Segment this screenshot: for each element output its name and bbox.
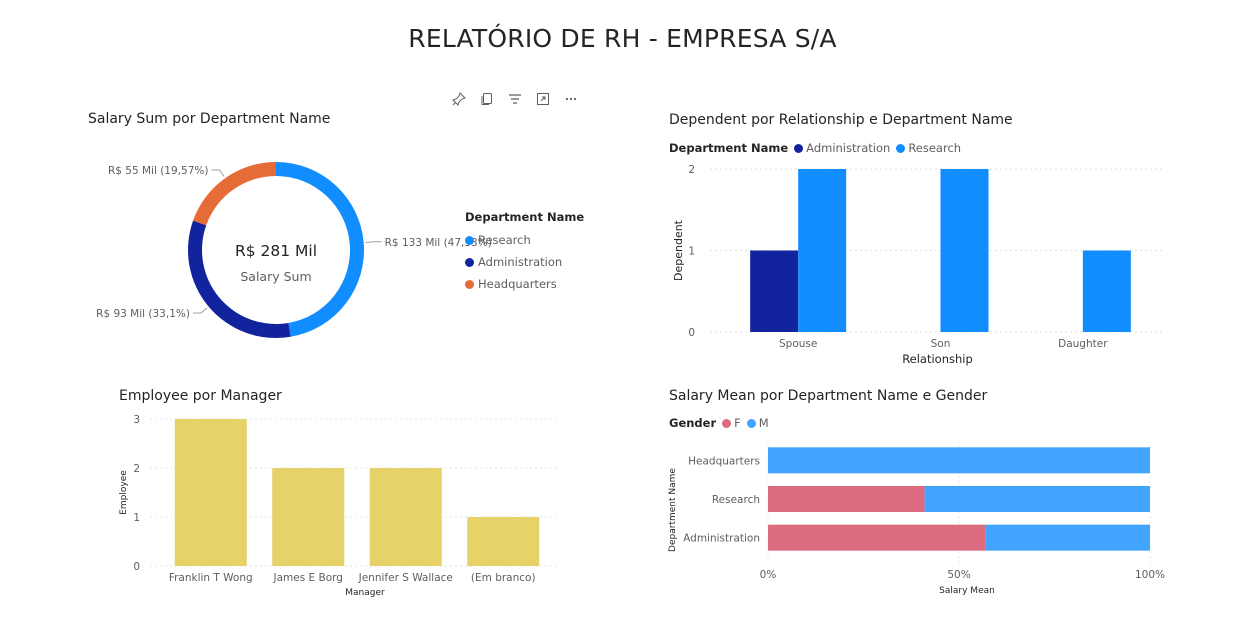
y-tick-label: 2 (688, 164, 695, 176)
focus-mode-icon[interactable] (534, 90, 552, 108)
visual-toolbar (450, 90, 580, 108)
slice-headquarters (193, 162, 276, 226)
legend-item-headquarters[interactable]: Headquarters (465, 273, 584, 295)
x-tick-label: Franklin T Wong (169, 572, 253, 584)
pin-icon[interactable] (450, 90, 468, 108)
y-tick-label: Research (712, 494, 760, 506)
legend-item-research[interactable]: Research (465, 229, 584, 251)
y-tick-label: 0 (688, 327, 695, 339)
bar-f-research (768, 486, 925, 512)
x-tick-label: Jennifer S Wallace (358, 572, 453, 584)
y-tick-label: 0 (133, 561, 140, 573)
y-axis-title: Department Name (668, 468, 678, 552)
more-options-icon[interactable] (562, 90, 580, 108)
y-tick-label: 1 (133, 512, 140, 524)
dependent-chart-title: Dependent por Relationship e Department … (669, 112, 1013, 128)
donut-center-value: R$ 281 Mil (235, 242, 317, 260)
legend-dot (746, 418, 756, 428)
filter-icon[interactable] (506, 90, 524, 108)
legend-item-m[interactable]: M (746, 416, 769, 430)
legend-dot (465, 257, 474, 267)
report-title: RELATÓRIO DE RH - EMPRESA S/A (408, 24, 837, 53)
y-tick-label: 3 (133, 414, 140, 426)
x-axis-title: Relationship (902, 352, 973, 366)
legend-item-administration[interactable]: Administration (794, 141, 890, 155)
bar-administration-spouse (750, 250, 799, 332)
salary-donut-chart: R$ 133 Mil (47,33%)R$ 93 Mil (33,1%)R$ 5… (96, 162, 492, 338)
donut-legend-title: Department Name (465, 210, 585, 224)
bar-james-e-borg (272, 468, 345, 566)
dependent-legend-title: Department Name (669, 141, 789, 155)
legend-item-f[interactable]: F (722, 416, 741, 430)
leader-line (192, 307, 208, 314)
y-tick-label: Administration (683, 533, 760, 545)
bar-jennifer-s-wallace (369, 468, 442, 566)
x-tick-label: Son (931, 338, 951, 350)
leader-line (211, 169, 225, 177)
data-label-headquarters: R$ 55 Mil (19,57%) (108, 165, 208, 177)
bar-franklin-t-wong (174, 419, 247, 566)
x-tick-label: (Em branco) (471, 572, 536, 584)
employee-bar-chart: 0 1 2 3 Franklin T Wong James E Borg Jennifer … (119, 414, 560, 598)
salary-mean-bar-chart: 0% 50% 100% Headquarters Research Administrat… (668, 441, 1165, 596)
bar-m-research (924, 486, 1150, 512)
x-tick-label: 100% (1135, 569, 1165, 581)
donut-center-label: Salary Sum (240, 269, 311, 284)
y-tick-label: 1 (688, 246, 695, 258)
x-axis-title: Salary Mean (939, 586, 995, 596)
dependent-legend: Department Name Administration Research (669, 141, 967, 155)
salary-mean-chart-title: Salary Mean por Department Name e Gender (669, 388, 988, 404)
bar-m-administration (985, 524, 1150, 551)
bar-f-administration (768, 524, 986, 551)
leader-line (365, 241, 382, 243)
bar-research-daughter (1082, 250, 1131, 332)
legend-item-administration[interactable]: Administration (465, 251, 584, 273)
bar-research-son (940, 169, 989, 332)
legend-dot (794, 143, 804, 153)
bar-em-branco (467, 517, 540, 566)
x-tick-label: 0% (760, 569, 777, 581)
legend-dot (465, 235, 474, 245)
copy-icon[interactable] (478, 90, 496, 108)
donut-legend: Department Name Research Administration … (465, 210, 584, 295)
data-label-administration: R$ 93 Mil (33,1%) (96, 308, 190, 320)
bar-research-spouse (798, 169, 847, 332)
x-tick-label: 50% (947, 569, 970, 581)
x-tick-label: Daughter (1058, 338, 1108, 350)
slice-administration (188, 220, 291, 338)
y-tick-label: 2 (133, 463, 140, 475)
legend-dot (722, 418, 732, 428)
legend-item-research[interactable]: Research (896, 141, 961, 155)
slice-research (276, 162, 365, 337)
legend-dot (465, 279, 474, 289)
y-axis-title: Employee (119, 470, 129, 515)
bar-m-headquarters (768, 447, 1150, 474)
donut-chart-title: Salary Sum por Department Name (88, 111, 331, 127)
x-tick-label: James E Borg (273, 572, 343, 584)
y-axis-title: Dependent (672, 219, 685, 281)
y-tick-label: Headquarters (688, 455, 760, 467)
x-tick-label: Spouse (779, 338, 817, 350)
gender-legend-title: Gender (669, 416, 717, 430)
employee-chart-title: Employee por Manager (119, 388, 282, 404)
legend-dot (896, 143, 906, 153)
dependent-bar-chart: 0 1 2 Spouse Son Daughter Relationship Dependen… (672, 164, 1165, 366)
gender-legend: Gender F M (669, 416, 775, 430)
x-axis-title: Manager (345, 588, 385, 598)
